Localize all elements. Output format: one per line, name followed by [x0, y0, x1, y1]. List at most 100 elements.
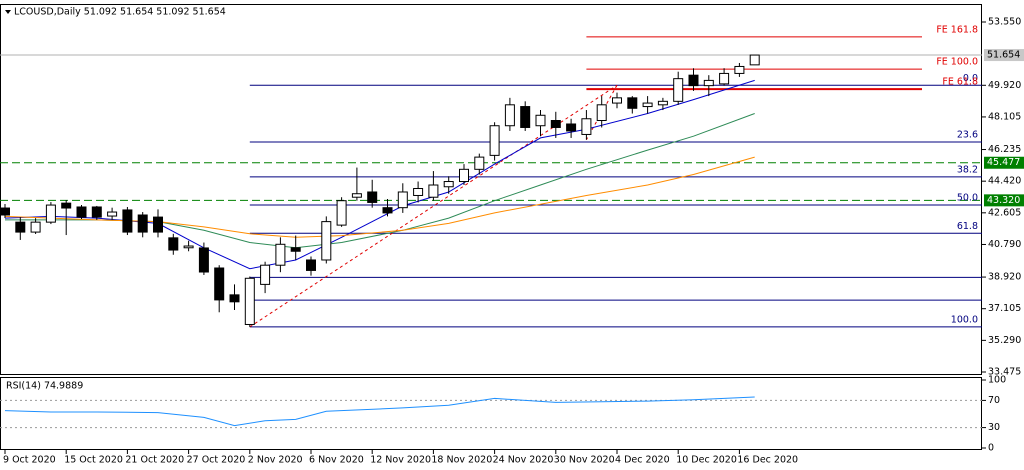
- x-tick-label: 30 Nov 2020: [554, 455, 615, 466]
- chart-title: LCOUSD,Daily 51.092 51.654 51.092 51.654: [14, 7, 226, 18]
- x-tick-label: 12 Nov 2020: [370, 455, 431, 466]
- fib-label: 100.0: [951, 314, 978, 325]
- candle-body: [703, 79, 714, 87]
- x-tick-label: 24 Nov 2020: [493, 455, 554, 466]
- fe-label: FE 161.8: [936, 24, 978, 35]
- candle-body: [673, 78, 684, 102]
- fe-label: FE 100.0: [936, 57, 978, 68]
- candle-body: [657, 100, 668, 106]
- x-tick-label: 21 Oct 2020: [125, 455, 184, 466]
- candle-body: [306, 259, 316, 271]
- x-tick-label: 9 Oct 2020: [3, 455, 56, 466]
- candle-body: [535, 114, 546, 127]
- candle-body: [275, 243, 286, 266]
- fib-label: 61.8: [957, 221, 978, 232]
- candle-body: [397, 191, 408, 209]
- candle-body: [489, 125, 500, 156]
- candle-body: [550, 120, 561, 128]
- candle-body: [428, 184, 439, 198]
- y-tick-label: 33.475: [988, 366, 1021, 377]
- y-tick-label: 37.105: [988, 303, 1021, 314]
- candle-body: [336, 200, 347, 226]
- y-tick-label: 35.290: [988, 335, 1021, 346]
- candle-body: [351, 193, 362, 198]
- y-tick-label: 40.790: [988, 239, 1021, 250]
- candle-body: [459, 168, 469, 183]
- fe-label: FE 61.8: [942, 77, 978, 88]
- candle-body: [367, 191, 378, 203]
- y-tick-label: 42.605: [988, 207, 1021, 218]
- fib-label: 0.0: [963, 73, 978, 84]
- moving-average: [5, 113, 755, 249]
- candle-body: [61, 202, 72, 209]
- candle-body: [688, 74, 699, 87]
- candle-body: [107, 211, 118, 217]
- candle-body: [566, 123, 577, 132]
- y-tick-label: 100: [988, 375, 1006, 386]
- candle-body: [45, 204, 56, 223]
- y-tick-label: 48.105: [988, 111, 1021, 122]
- rsi-line: [4, 396, 755, 427]
- y-tick-label: 53.550: [988, 16, 1021, 27]
- y-tick-label: 38.920: [988, 272, 1021, 283]
- support-label: 45.477: [987, 157, 1020, 168]
- rsi-title: RSI(14) 74.9889: [6, 381, 83, 392]
- x-tick-label: 16 Dec 2020: [737, 455, 798, 466]
- support-label-box: [984, 194, 1024, 207]
- candle-body: [734, 65, 745, 74]
- y-tick-label: 46.235: [988, 144, 1021, 155]
- candle-body: [137, 214, 148, 233]
- candle-body: [382, 207, 393, 214]
- candle-body: [214, 267, 225, 301]
- x-tick-label: 10 Dec 2020: [676, 455, 737, 466]
- candle-body: [581, 118, 592, 135]
- candle-body: [520, 106, 531, 128]
- moving-average: [4, 156, 755, 238]
- x-tick-label: 18 Nov 2020: [431, 455, 492, 466]
- candle-body: [91, 206, 102, 218]
- x-tick-label: 2 Nov 2020: [248, 455, 303, 466]
- candle-body: [183, 245, 194, 249]
- y-tick-label: 0: [988, 443, 994, 454]
- candle-body: [627, 97, 638, 109]
- candle-body: [0, 207, 10, 216]
- candle-body: [443, 181, 454, 188]
- price-label-box: [984, 49, 1024, 62]
- support-label-box: [984, 156, 1024, 169]
- candle-body: [474, 156, 485, 170]
- x-tick-label: 6 Nov 2020: [309, 455, 364, 466]
- fib-label: 50.0: [957, 193, 978, 204]
- candle-body: [244, 277, 255, 325]
- y-tick-label: 49.920: [988, 80, 1021, 91]
- y-tick-label: 44.420: [988, 176, 1021, 187]
- menu-icon[interactable]: [5, 10, 11, 14]
- candle-body: [153, 216, 163, 233]
- price-label: 51.654: [987, 50, 1020, 61]
- moving-average: [4, 79, 755, 270]
- fib-label: 23.6: [957, 129, 978, 140]
- y-tick-label: 70: [988, 395, 1000, 406]
- y-tick-label: 30: [988, 422, 1000, 433]
- candle-body: [260, 264, 271, 285]
- candle-body: [612, 97, 622, 104]
- support-label: 43.320: [987, 195, 1020, 206]
- candle-body: [642, 102, 653, 108]
- candle-body: [122, 209, 133, 233]
- candle-body: [596, 104, 607, 122]
- candle-body: [30, 221, 41, 233]
- rsi-panel: [0, 377, 982, 450]
- candle-body: [198, 247, 209, 273]
- candle-body: [168, 237, 179, 251]
- candle-body: [76, 206, 87, 218]
- x-tick-label: 27 Oct 2020: [187, 455, 246, 466]
- candle-body: [321, 221, 332, 261]
- candle-body: [229, 294, 240, 303]
- trend-line: [249, 84, 618, 328]
- candle-body: [749, 54, 760, 66]
- x-tick-label: 4 Dec 2020: [615, 455, 670, 466]
- candle-body: [504, 104, 515, 127]
- main-panel: [0, 4, 982, 375]
- candle-body: [413, 187, 424, 196]
- x-tick-label: 15 Oct 2020: [64, 455, 123, 466]
